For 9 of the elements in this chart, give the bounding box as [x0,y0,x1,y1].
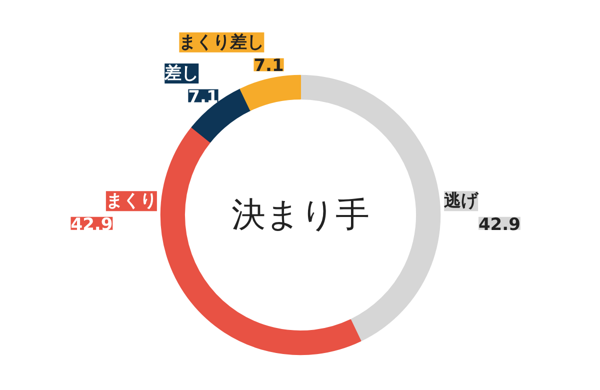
slice-label: まくり [106,191,157,212]
data-label: 42.9 [478,214,520,235]
data-label: 42.9 [70,214,113,235]
data-label: 7.1 [254,56,284,76]
text: 決まり手 [232,194,370,235]
slice-label: 差し [164,63,199,84]
slice-label: 逃げ [443,191,480,212]
slice-label: まくり差し [179,32,264,52]
data-label: 7.1 [188,87,218,108]
